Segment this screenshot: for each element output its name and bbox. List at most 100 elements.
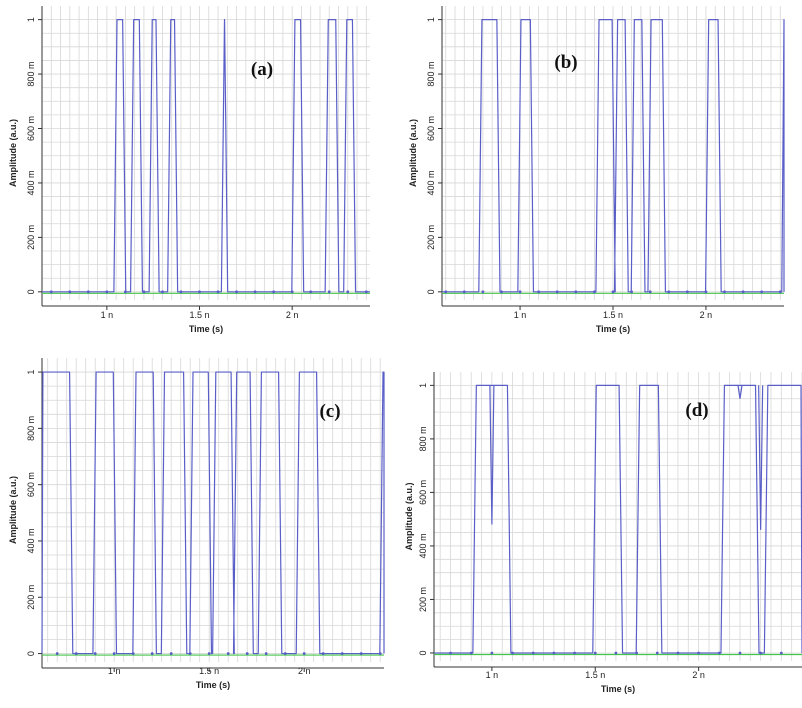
y-tick-label: 800 m — [418, 426, 428, 451]
sample-dot — [759, 651, 763, 655]
sample-dot — [198, 290, 201, 294]
x-tick-label: 1 n — [486, 670, 499, 680]
y-tick-label: 1 — [26, 17, 36, 22]
sample-dot — [346, 290, 350, 294]
y-axis-title: Amplitude (a.u.) — [408, 119, 418, 187]
y-tick-label: 0 — [418, 650, 428, 655]
sample-dot — [449, 651, 452, 655]
sample-dot — [378, 652, 382, 655]
sample-dot — [179, 290, 183, 294]
signal-dip — [489, 385, 495, 525]
y-tick-label: 0 — [426, 289, 436, 294]
y-tick-label: 400 m — [26, 170, 36, 195]
sample-dot — [481, 290, 485, 294]
sample-dot — [235, 290, 238, 294]
sample-dot — [760, 290, 764, 294]
sample-dot — [188, 652, 192, 655]
sample-dot — [717, 651, 721, 655]
y-tick-label: 1 — [418, 383, 428, 388]
sample-dot — [169, 652, 173, 655]
sample-dot — [738, 651, 742, 655]
sample-dot — [55, 652, 59, 655]
sample-dot — [469, 651, 473, 655]
plot-area — [42, 6, 370, 300]
sample-dot — [216, 290, 220, 294]
sample-dot — [667, 290, 671, 294]
y-axis-title: Amplitude (a.u.) — [8, 119, 18, 187]
sample-dot — [112, 652, 116, 655]
sample-dot — [630, 290, 633, 294]
sample-dot — [676, 651, 680, 655]
x-tick-label: 1.5 n — [585, 670, 605, 680]
sample-dot — [593, 651, 597, 655]
y-tick-label: 600 m — [26, 116, 36, 141]
sample-dot — [321, 652, 325, 655]
chart-c-svg: 0 200 m 400 m 600 m 800 m 1 1 n 1.5 n 2 n Time (s… — [8, 358, 385, 690]
sample-dot — [593, 290, 596, 294]
chart-panel-b: 0 200 m 400 m 600 m 800 m 1 1 n 1.5 n 2 n Time (s… — [400, 0, 802, 348]
x-tick-label: 2 n — [700, 310, 713, 320]
sample-dot — [490, 651, 494, 655]
plot-area — [434, 372, 802, 661]
sample-dot — [253, 290, 257, 294]
y-tick-label: 400 m — [426, 170, 436, 195]
panel-label: (c) — [319, 401, 340, 422]
x-tick-label: 2 n — [692, 670, 705, 680]
y-tick-label: 800 m — [26, 416, 36, 441]
sample-dot — [778, 290, 782, 294]
y-tick-label: 600 m — [418, 480, 428, 505]
sample-dot — [93, 652, 97, 655]
y-tick-label: 200 m — [418, 587, 428, 612]
chart-d-svg: 0 200 m 400 m 600 m 800 m 1 1 n 1.5 n 2 n Time (s… — [404, 372, 802, 694]
sample-dot — [697, 651, 701, 655]
x-tick-label: 1 n — [108, 666, 121, 676]
sample-dot — [302, 652, 306, 655]
sample-dot — [537, 290, 541, 294]
signal-trace — [442, 19, 785, 293]
sample-dot — [359, 652, 363, 655]
signal-dip — [758, 385, 764, 530]
sample-dot — [655, 651, 659, 655]
sample-dot — [226, 652, 230, 655]
chart-panel-d: 0 200 m 400 m 600 m 800 m 1 1 n 1.5 n 2 n Time (s… — [400, 352, 802, 708]
sample-dot — [611, 290, 615, 294]
sample-dot — [511, 651, 514, 655]
sample-dot — [207, 652, 211, 655]
sample-dot — [123, 290, 127, 294]
y-tick-label: 200 m — [26, 225, 36, 250]
chart-a-svg: 0 200 m 400 m 600 m 800 m 1 1 n 1.5 n 2 n Time (s… — [8, 6, 370, 334]
panel-label: (a) — [251, 59, 273, 80]
sample-dot — [444, 290, 448, 294]
sample-dot — [648, 290, 652, 294]
panel-label: (b) — [554, 52, 577, 73]
y-tick-label: 400 m — [418, 533, 428, 558]
sample-dot — [272, 290, 276, 294]
y-tick-label: 400 m — [26, 528, 36, 553]
sample-dot — [327, 290, 331, 294]
sample-dot — [555, 290, 559, 294]
y-axis-title: Amplitude (a.u.) — [404, 483, 414, 551]
sample-dot — [518, 290, 522, 294]
x-axis-title: Time (s) — [596, 324, 630, 334]
sample-dot — [290, 290, 294, 294]
chart-panel-a: 0 200 m 400 m 600 m 800 m 1 1 n 1.5 n 2 n Time (s… — [0, 0, 396, 348]
x-tick-label: 2 n — [298, 666, 311, 676]
sample-dot — [685, 290, 689, 294]
sample-dot — [364, 290, 368, 294]
sample-dot — [635, 651, 639, 655]
sample-dot — [74, 652, 78, 655]
sample-dot — [105, 290, 109, 294]
x-axis-title: Time (s) — [189, 324, 223, 334]
sample-dot — [161, 290, 164, 294]
x-axis-title: Time (s) — [601, 684, 635, 694]
x-axis-title: Time (s) — [196, 680, 230, 690]
sample-dot — [309, 290, 313, 294]
sample-dot — [500, 290, 503, 294]
sample-dot — [704, 290, 708, 294]
sample-dot — [741, 290, 745, 294]
sample-dot — [723, 290, 726, 294]
sample-dot — [340, 652, 344, 655]
y-tick-label: 1 — [26, 370, 36, 375]
x-tick-label: 1 n — [101, 310, 114, 320]
sample-dot — [264, 652, 268, 655]
